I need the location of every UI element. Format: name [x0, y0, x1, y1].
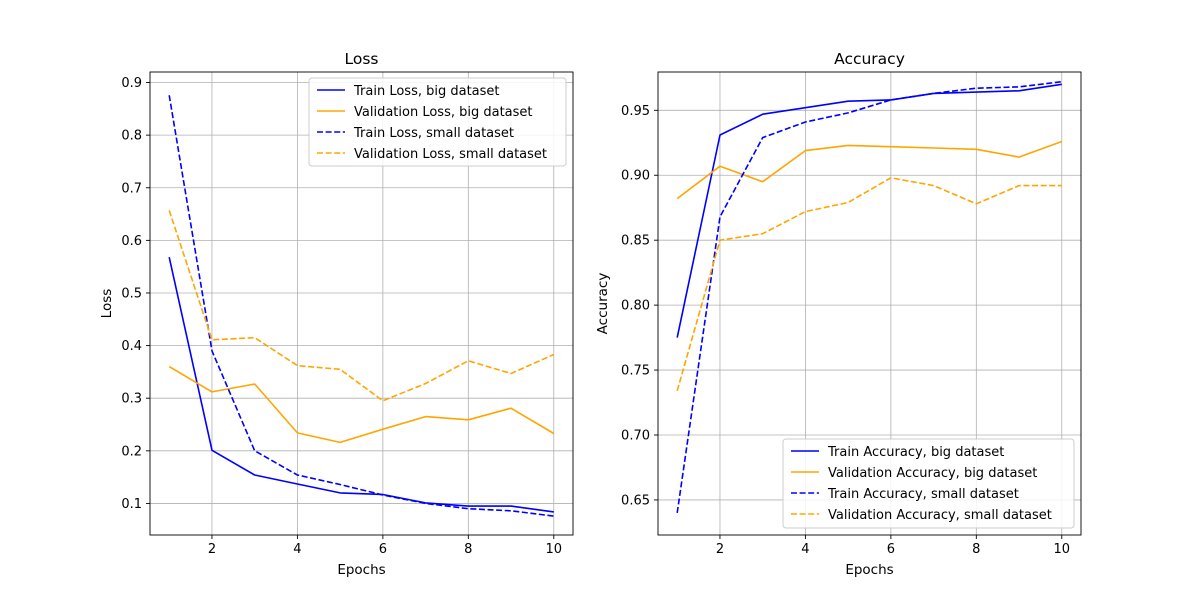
x-tick-label: 4 [801, 542, 809, 557]
series-line-2 [676, 140, 1063, 200]
y-axis-label: Loss [99, 289, 115, 319]
series-line-2 [168, 365, 555, 444]
y-tick-label: 0.70 [621, 428, 650, 443]
loss-chart: 2 4 6 8 10 0.1 0.2 0.3 0.4 0.5 0.6 0.7 0.8 0.9 Loss Epo… [99, 50, 574, 578]
y-tick-label: 0.90 [621, 169, 650, 184]
x-tick-label: 4 [293, 542, 301, 557]
y-tick-label: 0.6 [121, 234, 142, 249]
series-line-1 [676, 83, 1062, 338]
legend-label-3: Train Loss, small dataset [353, 126, 514, 141]
y-tick-label: 0.85 [621, 234, 650, 249]
axes-frame [657, 71, 1082, 536]
legend-box [308, 77, 567, 167]
x-tick-label: 10 [545, 542, 562, 557]
y-tick-label: 0.80 [621, 299, 650, 314]
legend: Train Accuracy, big dataset Validation Ac… [782, 438, 1075, 529]
x-tick-label: 2 [716, 542, 724, 557]
accuracy-chart: 2 4 6 8 10 0.65 0.70 0.75 0.80 0.85 0.90 0.95 Accura… [595, 50, 1082, 578]
x-axis-label: Epochs [337, 562, 385, 578]
y-tick-label: 0.3 [121, 392, 142, 407]
chart-title: Loss [345, 50, 379, 68]
x-tick-label: 8 [464, 542, 472, 557]
legend: Train Loss, big dataset Validation Loss, … [308, 77, 567, 167]
x-tick-label: 2 [208, 542, 216, 557]
y-tick-label: 0.5 [121, 286, 142, 301]
legend-label-3: Train Accuracy, small dataset [827, 487, 1019, 502]
legend-label-1: Train Loss, big dataset [353, 84, 500, 99]
legend-label-2: Validation Accuracy, big dataset [828, 466, 1037, 481]
y-tick-label: 0.95 [621, 104, 650, 119]
series-line-3 [676, 80, 1062, 514]
x-tick-label: 6 [887, 542, 895, 557]
y-tick-label: 0.2 [121, 444, 142, 459]
y-tick-label: 0.4 [121, 339, 142, 354]
legend-label-2: Validation Loss, big dataset [354, 105, 533, 120]
x-tick-label: 6 [379, 542, 387, 557]
series-line-4 [676, 177, 1062, 392]
legend-label-4: Validation Accuracy, small dataset [828, 508, 1052, 523]
y-tick-label: 0.7 [121, 181, 142, 196]
y-tick-label: 0.1 [121, 497, 142, 512]
legend-label-1: Train Accuracy, big dataset [827, 445, 1004, 460]
y-axis-label: Accuracy [595, 273, 611, 335]
series-line-1 [168, 257, 554, 513]
legend-label-4: Validation Loss, small dataset [354, 147, 547, 162]
x-tick-label: 10 [1053, 542, 1070, 557]
y-tick-label: 0.75 [621, 364, 650, 379]
chart-title: Accuracy [834, 50, 905, 68]
axes-frame [149, 71, 574, 536]
series-line-4 [168, 210, 555, 402]
y-tick-label: 0.65 [621, 493, 650, 508]
y-tick-label: 0.8 [121, 129, 142, 144]
x-axis-label: Epochs [845, 562, 893, 578]
x-tick-label: 8 [972, 542, 980, 557]
legend-box [782, 438, 1075, 529]
series-line-3 [168, 95, 554, 517]
y-tick-label: 0.9 [121, 76, 142, 91]
